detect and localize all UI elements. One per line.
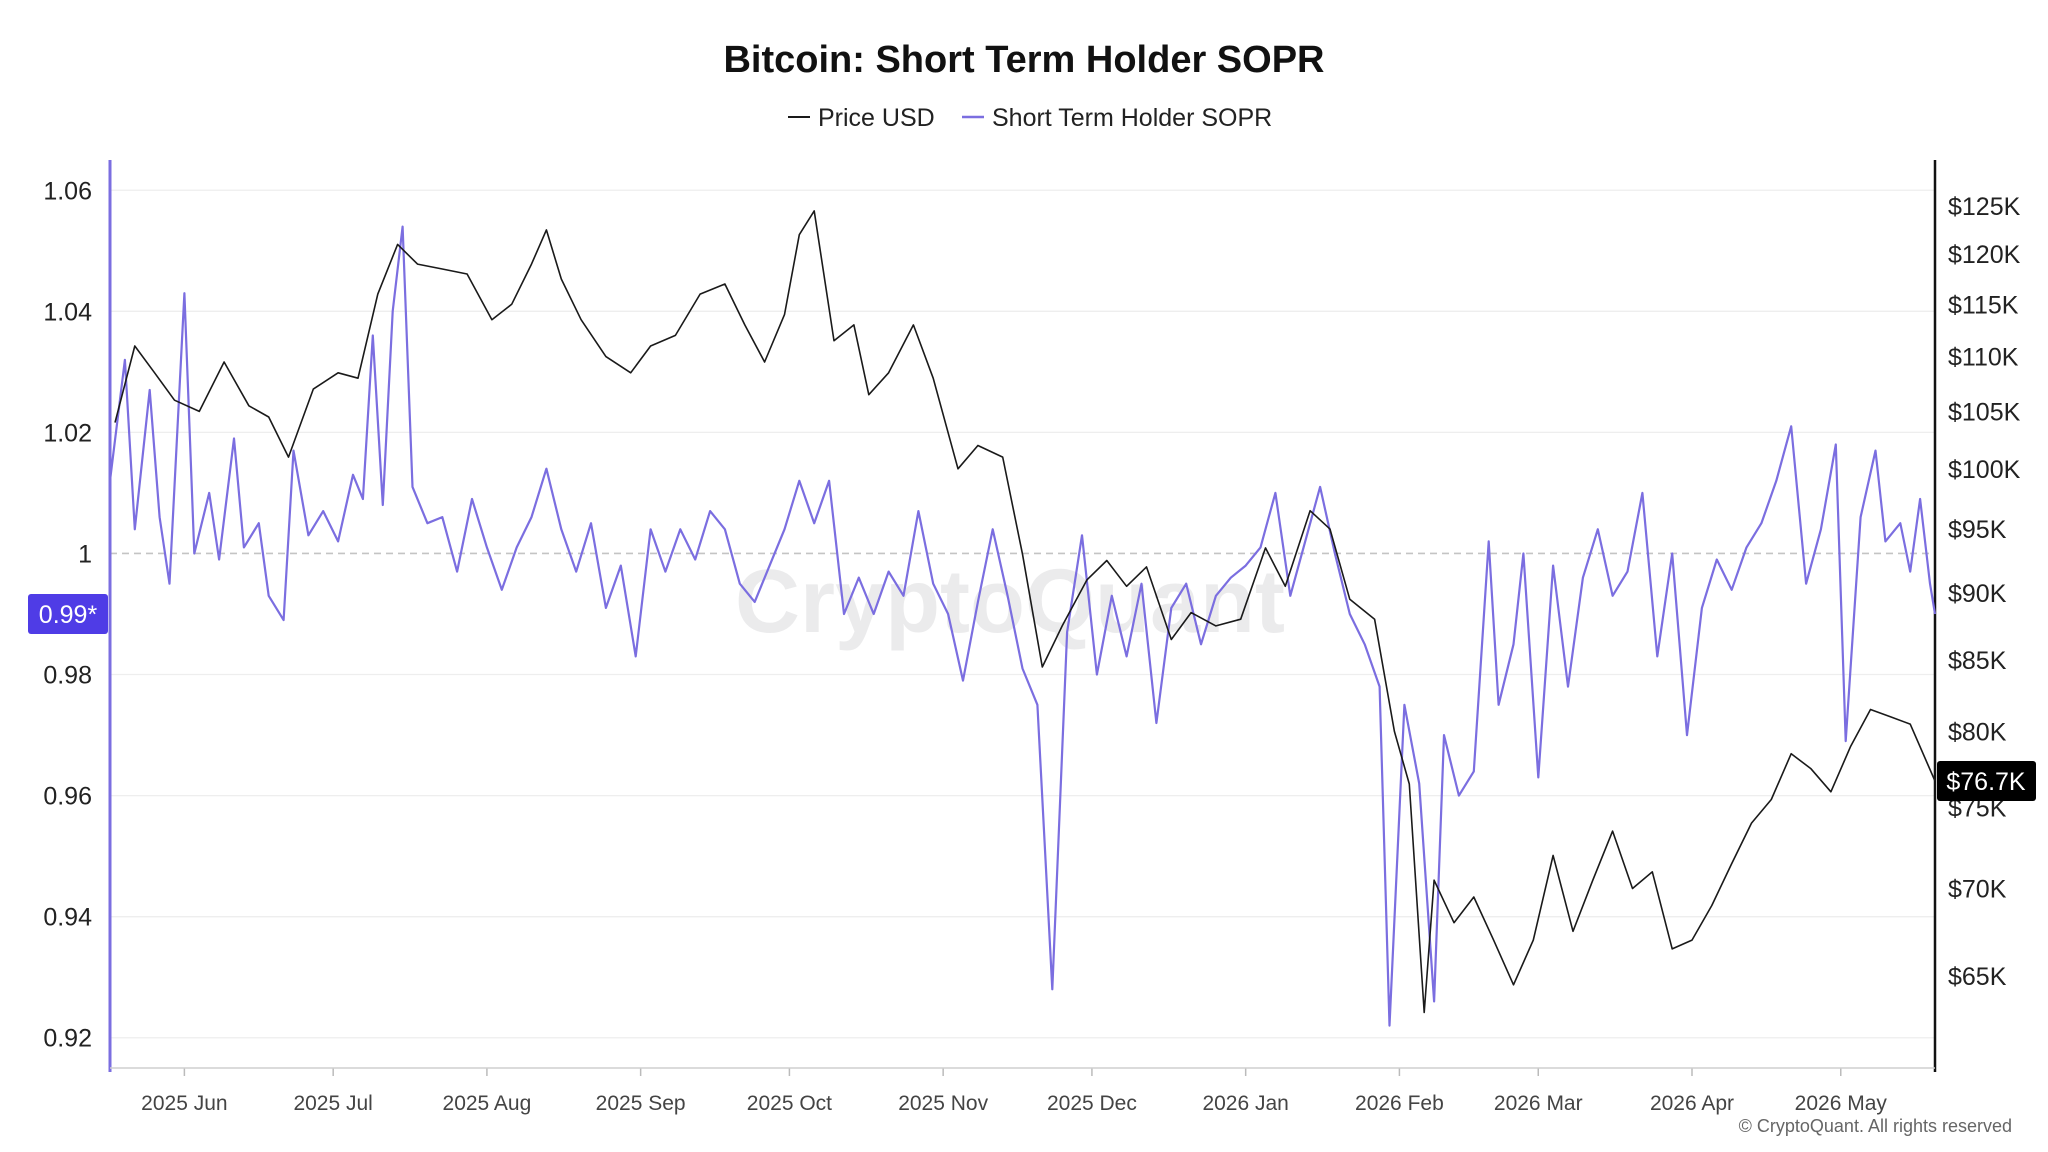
x-axis-tick-label: 2025 Aug [443,1092,532,1115]
axes: 0.920.940.960.9811.021.041.06$65K$70K$75… [43,160,2021,1115]
x-axis-tick-label: 2025 Jul [293,1092,372,1115]
x-axis-tick-label: 2025 Sep [596,1092,686,1115]
right-axis-tick-label: $110K [1948,344,2019,372]
left-axis-tick-label: 1 [78,540,92,568]
chart-title: Bitcoin: Short Term Holder SOPR [723,39,1324,81]
left-axis-tick-label: 1.02 [43,419,92,447]
legend-label-price: Price USD [818,104,935,132]
watermark: CryptoQuant [735,552,1285,652]
x-axis-tick-label: 2025 Nov [898,1092,988,1115]
right-axis-tick-label: $95K [1948,516,2007,544]
series-line-sopr[interactable] [108,225,1937,1027]
right-axis-tick-label: $125K [1948,193,2021,221]
legend-item-sopr[interactable]: Short Term Holder SOPR [962,104,1272,132]
right-axis-tick-label: $100K [1948,456,2021,484]
sopr-current-badge [28,594,108,634]
x-axis-tick-label: 2026 Feb [1355,1092,1444,1115]
right-axis-tick-label: $115K [1948,291,2019,319]
left-axis-tick-label: 1.06 [43,177,92,205]
x-axis-tick-label: 2026 May [1795,1092,1888,1115]
x-axis-tick-label: 2026 Apr [1650,1092,1734,1115]
left-axis-tick-label: 1.04 [43,298,92,326]
current-value-badges: 0.99* $76.7K [28,594,2036,801]
right-axis-tick-label: $105K [1948,398,2021,426]
x-axis-tick-label: 2025 Dec [1047,1092,1137,1115]
series [108,210,1937,1027]
legend-label-sopr: Short Term Holder SOPR [992,104,1272,132]
x-axis-tick-label: 2025 Jun [141,1092,227,1115]
right-axis-tick-label: $120K [1948,241,2021,269]
copyright-footer: © CryptoQuant. All rights reserved [1739,1116,2012,1136]
sopr-current-label: 0.99* [39,601,98,629]
legend-item-price[interactable]: Price USD [788,104,935,132]
x-axis-tick-label: 2026 Mar [1494,1092,1583,1115]
price-current-label: $76.7K [1946,768,2026,796]
left-axis-tick-label: 0.96 [43,783,92,811]
right-axis-tick-label: $70K [1948,876,2007,904]
right-axis-tick-label: $80K [1948,718,2007,746]
left-axis-tick-label: 0.92 [43,1025,92,1053]
left-axis-tick-label: 0.98 [43,662,92,690]
series-line-price[interactable] [114,210,1936,1014]
right-axis-tick-label: $90K [1948,580,2007,608]
x-axis-tick-label: 2026 Jan [1202,1092,1288,1115]
price-current-badge [1937,760,2036,801]
left-axis-tick-label: 0.94 [43,904,92,932]
x-axis-tick-label: 2025 Oct [747,1092,832,1115]
legend: Price USD Short Term Holder SOPR [788,104,1272,132]
right-axis-tick-label: $65K [1948,963,2007,991]
right-axis-tick-label: $85K [1948,647,2007,675]
